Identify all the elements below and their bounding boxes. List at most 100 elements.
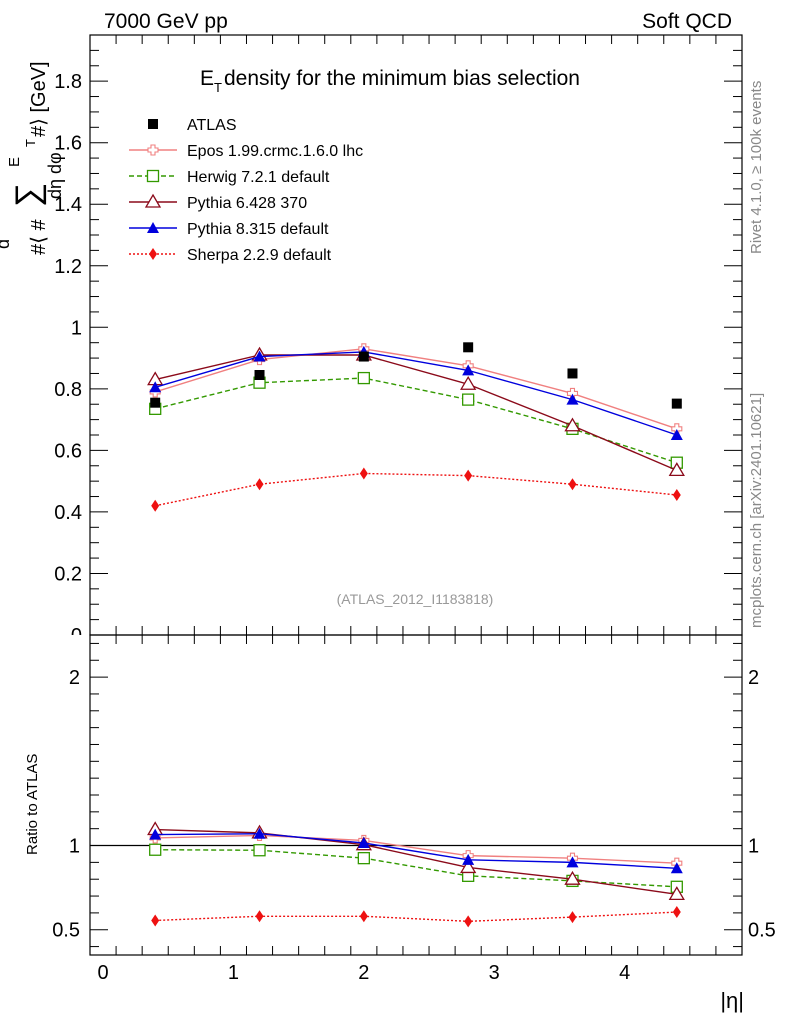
series-4 — [151, 467, 681, 512]
series-point — [357, 371, 370, 385]
series-layer — [147, 342, 685, 928]
x-tick-label: 1 — [228, 962, 239, 984]
legend-marker-data — [148, 119, 158, 129]
y-tick-label: 1.8 — [54, 71, 82, 93]
series-3 — [149, 345, 683, 440]
data-point — [358, 351, 369, 362]
ratio-series-point — [357, 852, 370, 865]
ratio-y-tick-label-right: 1 — [748, 836, 759, 858]
series-1 — [149, 371, 683, 469]
ratio-y-tick-label-right: 0.5 — [748, 920, 776, 942]
ratio-series-line — [155, 849, 677, 888]
data-point — [463, 342, 474, 353]
ratio-series-point — [462, 853, 475, 865]
series-point — [462, 364, 475, 376]
series-point — [255, 478, 264, 491]
ratio-series-3 — [149, 827, 683, 874]
ratio-series-point — [151, 914, 160, 927]
series-point — [149, 381, 162, 393]
y-axis-title-open: #⟨ # — [28, 219, 50, 255]
x-axis-title: |η| — [720, 988, 744, 1013]
y-tick-label: 0.8 — [54, 379, 82, 401]
ratio-series-point — [149, 828, 162, 840]
chart-title: E T density for the minimum bias selecti… — [200, 67, 580, 95]
y-tick-label: 1.6 — [54, 133, 82, 155]
chart-title-rest: density for the minimum bias selection — [224, 67, 580, 90]
y-axis-title-d: d — [0, 239, 13, 249]
ratio-y-tick-label: 1 — [69, 836, 80, 858]
data-point — [150, 397, 161, 408]
y-axis-title: #⟨ # d ∑ E T dη dφ #⟩ [GeV] — [0, 61, 65, 255]
series-line — [155, 351, 678, 436]
legend-label-2: Pythia 6.428 370 — [187, 195, 307, 212]
chart-title-sub: T — [214, 80, 222, 95]
rivet-label: Rivet 4.1.0, ≥ 100k events — [748, 81, 765, 254]
series-point — [253, 350, 266, 362]
ratio-series-line — [155, 828, 677, 896]
y-tick-label-zero: 0 — [71, 625, 82, 647]
y-tick-label: 0.2 — [54, 563, 82, 585]
y-tick-label: 0.4 — [54, 502, 82, 524]
axes-layer: 0.2 0.4 0.6 0.8 1 1.2 1.4 1.6 1.8 0 0 1 2 3 4 0.5 0.5 1 1 2… — [52, 34, 776, 984]
ratio-series-point — [564, 870, 581, 885]
data-point — [254, 370, 265, 380]
ratio-series-point — [149, 843, 162, 856]
ratio-series-line — [155, 833, 677, 869]
series-point — [566, 393, 579, 405]
y-axis-title-t: T — [23, 139, 38, 147]
series-line — [154, 348, 678, 430]
series-point — [568, 478, 577, 491]
x-tick-label: 4 — [619, 962, 630, 984]
legend-label-3: Pythia 8.315 default — [187, 221, 329, 238]
ratio-series-point — [464, 915, 473, 928]
legend-marker-3 — [147, 222, 159, 233]
ratio-series-point — [568, 911, 577, 924]
y-tick-label: 1.4 — [54, 194, 82, 216]
ratio-series-line — [155, 834, 677, 864]
ratio-y-tick-label-right: 2 — [748, 667, 759, 689]
legend-label-data: ATLAS — [187, 117, 237, 134]
legend-marker-1 — [146, 169, 160, 183]
series-line — [155, 472, 677, 507]
ratio-series-point — [460, 859, 477, 874]
y-axis-title-sum: ∑ — [9, 183, 47, 207]
header-right: Soft QCD — [642, 10, 732, 33]
legend-marker-0 — [147, 144, 159, 156]
ratio-panel-frame — [89, 634, 743, 956]
ratio-series-line — [155, 911, 677, 923]
y-axis-title-e: E — [6, 157, 23, 167]
ratio-series-point — [253, 844, 266, 857]
series-point — [464, 469, 473, 482]
ratio-series-point — [357, 837, 370, 848]
series-point — [672, 489, 681, 501]
ratio-series-point — [566, 856, 579, 868]
series-point — [462, 393, 475, 406]
series-point — [460, 375, 477, 390]
ratio-series-point — [670, 862, 683, 874]
data-points — [150, 342, 682, 409]
y-tick-label: 0.6 — [54, 440, 82, 462]
ratio-y-tick-label: 0.5 — [52, 920, 80, 942]
series-point — [670, 429, 683, 440]
legend-label-1: Herwig 7.2.1 default — [187, 169, 330, 186]
ratio-y-tick-label: 2 — [69, 667, 80, 689]
series-2 — [147, 346, 685, 477]
legend-marker-2 — [144, 193, 162, 208]
series-line — [155, 377, 678, 464]
series-line — [155, 354, 678, 472]
y-axis-title-close: #⟩ [GeV] — [28, 61, 50, 137]
legend: ATLAS Epos 1.99.crmc.1.6.0 lhc Herwig 7.2.… — [129, 117, 363, 264]
ratio-y-axis-title: Ratio to ATLAS — [24, 754, 41, 855]
ratio-series-0 — [149, 829, 683, 869]
mcplots-label: mcplots.cern.ch [arXiv:2401.10621] — [748, 393, 765, 628]
ratio-series-4 — [151, 906, 681, 928]
x-tick-label: 2 — [358, 962, 369, 984]
legend-marker-4 — [149, 248, 157, 260]
analysis-id: (ATLAS_2012_I1183818) — [337, 591, 494, 607]
y-tick-label: 1.2 — [54, 256, 82, 278]
x-tick-label: 3 — [489, 962, 500, 984]
y-axis-title-denom: dη dφ — [45, 152, 65, 199]
data-point — [567, 368, 578, 379]
header-left: 7000 GeV pp — [104, 10, 228, 33]
ratio-series-point — [359, 910, 368, 923]
